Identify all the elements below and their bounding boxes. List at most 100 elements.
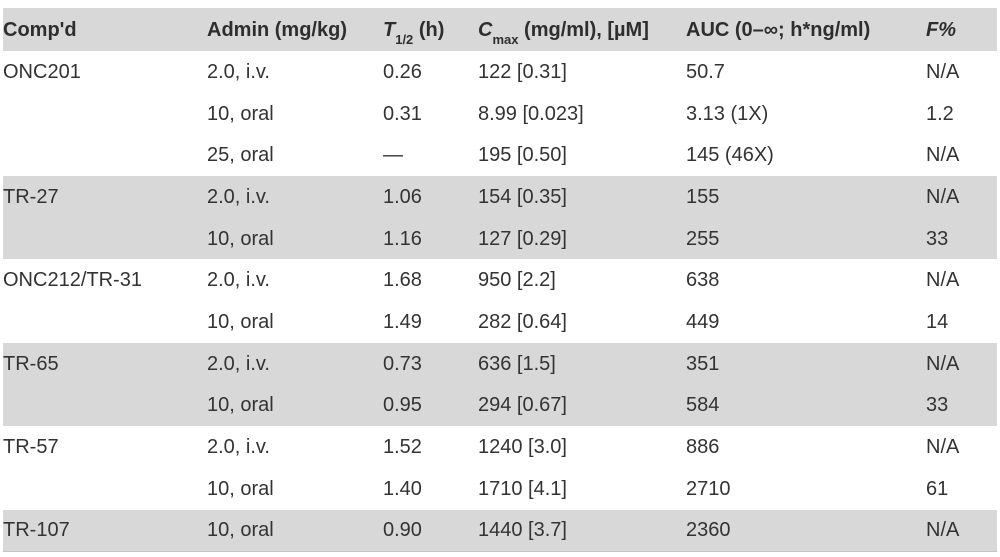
cell-compound <box>3 93 207 135</box>
header-admin: Admin (mg/kg) <box>207 18 347 41</box>
cell-c-max: 950 [2.2] <box>478 269 556 292</box>
cell-admin: 10, oral <box>207 227 274 250</box>
header-c-max: Cmax (mg/ml), [µM] <box>478 8 686 51</box>
cell-f-percent: N/A <box>926 352 960 375</box>
t-half-symbol: T <box>383 18 396 41</box>
cell-auc: 155 <box>686 185 720 208</box>
cell-admin: 2.0, i.v. <box>207 436 270 459</box>
cell-c-max: 636 [1.5] <box>478 352 556 375</box>
header-compd: Comp'd <box>3 18 77 41</box>
cell-t-half: — <box>383 144 403 167</box>
cell-c-max: 8.99 [0.023] <box>478 102 584 125</box>
cell-admin: 2.0, i.v. <box>207 352 270 375</box>
cell-admin: 10, oral <box>207 477 274 500</box>
cell-t-half: 1.16 <box>383 227 422 250</box>
cell-auc: 3.13 (1X) <box>686 102 769 125</box>
cell-auc: 145 (46X) <box>686 144 774 167</box>
header-auc: AUC (0–∞; h*ng/ml) <box>686 18 871 41</box>
cell-c-max: 154 [0.35] <box>478 185 567 208</box>
cell-c-max: 294 [0.67] <box>478 394 567 417</box>
cell-f-percent: N/A <box>926 436 960 459</box>
cell-auc: 2710 <box>686 477 731 500</box>
cell-t-half: 0.31 <box>383 102 422 125</box>
cell-auc: 351 <box>686 352 720 375</box>
table-row: TR-57 2.0, i.v. 1.52 1240 [3.0] 886 N/A <box>3 426 997 468</box>
cell-admin: 25, oral <box>207 144 274 167</box>
cell-compound: ONC212/TR-31 <box>3 269 142 292</box>
cell-f-percent: 33 <box>926 227 949 250</box>
header-t-half: T1/2 (h) <box>383 8 478 51</box>
cell-f-percent: 1.2 <box>926 102 954 125</box>
cell-auc: 50.7 <box>686 60 725 83</box>
cell-f-percent: N/A <box>926 144 960 167</box>
table-row: ONC201 2.0, i.v. 0.26 122 [0.31] 50.7 N/… <box>3 51 997 93</box>
cell-auc: 886 <box>686 436 720 459</box>
table-row: TR-107 10, oral 0.90 1440 [3.7] 2360 N/A <box>3 509 997 552</box>
cell-auc: 2360 <box>686 509 926 552</box>
cell-auc: 584 <box>686 394 720 417</box>
cell-admin: 2.0, i.v. <box>207 269 270 292</box>
t-half-subscript: 1/2 <box>395 31 414 47</box>
table-header: Comp'd Admin (mg/kg) T1/2 (h) Cmax (mg/m… <box>3 8 997 51</box>
table-row: 10, oral 1.49 282 [0.64] 449 14 <box>3 301 997 343</box>
header-row: Comp'd Admin (mg/kg) T1/2 (h) Cmax (mg/m… <box>3 8 997 51</box>
t-half-unit: (h) <box>413 18 445 41</box>
table-row: 10, oral 1.40 1710 [4.1] 2710 61 <box>3 468 997 510</box>
cell-t-half: 1.06 <box>383 185 422 208</box>
cell-f-percent: N/A <box>926 185 960 208</box>
cell-compound <box>3 468 207 510</box>
cell-t-half: 0.95 <box>383 394 422 417</box>
cell-admin: 2.0, i.v. <box>207 185 270 208</box>
table-row: TR-65 2.0, i.v. 0.73 636 [1.5] 351 N/A <box>3 342 997 385</box>
cell-t-half: 1.52 <box>383 436 422 459</box>
cell-f-percent: N/A <box>926 60 960 83</box>
table-row: TR-27 2.0, i.v. 1.06 154 [0.35] 155 N/A <box>3 176 997 218</box>
table-row: 10, oral 0.31 8.99 [0.023] 3.13 (1X) 1.2 <box>3 93 997 135</box>
cell-t-half: 1.40 <box>383 477 422 500</box>
pharmacokinetics-table: Comp'd Admin (mg/kg) T1/2 (h) Cmax (mg/m… <box>3 8 997 552</box>
cell-t-half: 0.26 <box>383 60 422 83</box>
cell-c-max: 195 [0.50] <box>478 144 567 167</box>
f-percent-label: F% <box>926 18 956 41</box>
cell-c-max: 127 [0.29] <box>478 227 567 250</box>
cell-admin: 10, oral <box>207 394 274 417</box>
c-max-symbol: C <box>478 18 493 41</box>
cell-f-percent: 61 <box>926 477 949 500</box>
table-row: 25, oral — 195 [0.50] 145 (46X) N/A <box>3 134 997 176</box>
cell-admin: 10, oral <box>207 102 274 125</box>
cell-compound <box>3 134 207 176</box>
cell-admin: 2.0, i.v. <box>207 60 270 83</box>
cell-f-percent: N/A <box>926 509 997 552</box>
cell-t-half: 0.90 <box>383 509 478 552</box>
cell-compound <box>3 218 207 260</box>
cell-compound <box>3 385 207 427</box>
cell-c-max: 1710 [4.1] <box>478 477 567 500</box>
table-body: ONC201 2.0, i.v. 0.26 122 [0.31] 50.7 N/… <box>3 51 997 552</box>
cell-compound <box>3 301 207 343</box>
cell-auc: 638 <box>686 269 720 292</box>
cell-c-max: 122 [0.31] <box>478 60 567 83</box>
cell-compound: TR-107 <box>3 509 207 552</box>
cell-t-half: 1.49 <box>383 310 422 333</box>
c-max-subscript: max <box>492 31 519 47</box>
cell-compound: ONC201 <box>3 60 81 83</box>
table-row: 10, oral 0.95 294 [0.67] 584 33 <box>3 384 997 427</box>
cell-admin: 10, oral <box>207 310 274 333</box>
table-row: 10, oral 1.16 127 [0.29] 255 33 <box>3 217 997 260</box>
cell-c-max: 1240 [3.0] <box>478 436 567 459</box>
c-max-unit: (mg/ml), [µM] <box>518 18 649 41</box>
cell-f-percent: 14 <box>926 310 949 333</box>
cell-t-half: 0.73 <box>383 352 422 375</box>
cell-f-percent: N/A <box>926 269 960 292</box>
cell-auc: 255 <box>686 227 720 250</box>
cell-compound: TR-57 <box>3 436 59 459</box>
cell-admin: 10, oral <box>207 509 383 552</box>
header-f-percent: F% <box>926 8 997 51</box>
cell-t-half: 1.68 <box>383 269 422 292</box>
cell-c-max: 282 [0.64] <box>478 310 567 333</box>
cell-auc: 449 <box>686 310 720 333</box>
cell-f-percent: 33 <box>926 394 949 417</box>
cell-compound: TR-27 <box>3 185 59 208</box>
table-row: ONC212/TR-31 2.0, i.v. 1.68 950 [2.2] 63… <box>3 259 997 301</box>
cell-c-max: 1440 [3.7] <box>478 509 686 552</box>
